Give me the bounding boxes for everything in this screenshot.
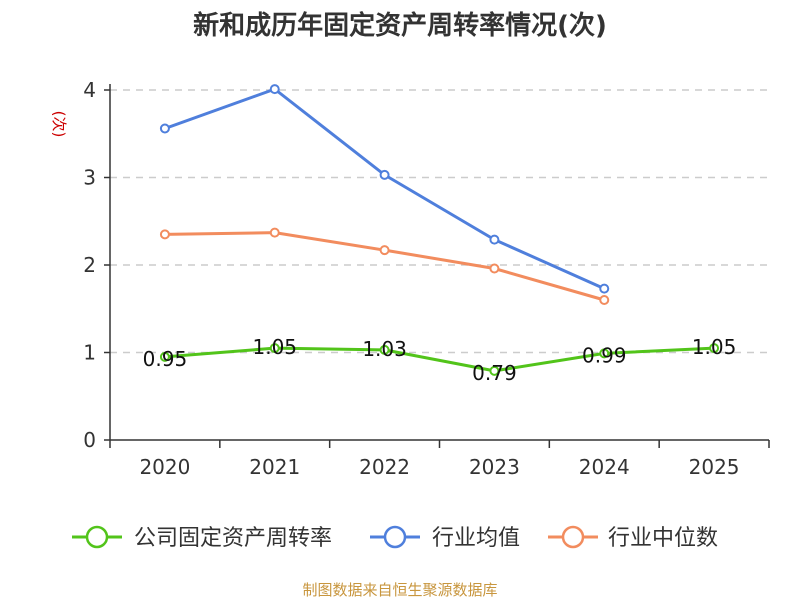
series-1-point-2024	[599, 283, 610, 294]
x-tick-label-2023: 2023	[469, 455, 520, 479]
series-0-point-2025	[709, 343, 720, 354]
data-label-2025: 1.05	[692, 335, 737, 359]
y-axis-label: (次)	[50, 111, 68, 138]
x-tick-label-2025: 2025	[689, 455, 740, 479]
chart-title: 新和成历年固定资产周转率情况(次)	[193, 10, 607, 41]
series-2-point-2022	[379, 245, 390, 256]
series-0-point-2020	[159, 351, 170, 362]
series-0-point-2023	[489, 365, 500, 376]
grid-lines	[110, 89, 769, 354]
y-tick-label-1: 1	[83, 341, 96, 365]
source-note: 制图数据来自恒生聚源数据库	[302, 581, 497, 599]
series-0-point-2021	[269, 343, 280, 354]
series-1-point-2021	[269, 84, 280, 95]
series-0-point-2022	[379, 344, 390, 355]
legend-marker	[561, 525, 585, 549]
series-2-point-2021	[269, 227, 280, 238]
series-line-1	[164, 87, 605, 290]
data-label-2024: 0.99	[582, 343, 627, 367]
legend-item-1[interactable]: 行业均值	[370, 525, 520, 551]
series-0-point-2024	[599, 348, 610, 359]
data-label-2022: 1.03	[362, 337, 407, 361]
y-tick-label-0: 0	[83, 428, 96, 452]
data-label-2020: 0.95	[143, 347, 188, 371]
series-1-point-2023	[489, 234, 500, 245]
series-2-point-2020	[159, 229, 170, 240]
x-tick-label-2021: 2021	[249, 455, 300, 479]
axes: 0 1 2 3 4 2020 2021 2022 2023 2024 2025	[83, 78, 770, 479]
legend-marker	[383, 525, 407, 549]
y-tick-label-4: 4	[83, 78, 96, 102]
y-tick-label-2: 2	[83, 253, 96, 277]
legend-label: 公司固定资产周转率	[134, 526, 332, 551]
x-tick-label-2020: 2020	[139, 455, 190, 479]
legend-item-2[interactable]: 行业中位数	[548, 525, 718, 551]
x-tick-label-2022: 2022	[359, 455, 410, 479]
data-label-2021: 1.05	[252, 335, 297, 359]
legend[interactable]: 公司固定资产周转率 行业均值 行业中位数	[72, 525, 718, 551]
legend-marker	[85, 525, 109, 549]
data-labels: 0.95 1.05 1.03 0.79 0.99 1.05	[143, 335, 737, 385]
series-2-point-2024	[599, 295, 610, 305]
series-line-2	[164, 231, 605, 302]
series-1-point-2020	[159, 123, 170, 134]
legend-label: 行业均值	[432, 526, 520, 551]
x-tick-label-2024: 2024	[579, 455, 630, 479]
y-tick-label-3: 3	[83, 166, 96, 190]
legend-label: 行业中位数	[608, 526, 718, 551]
series-line-0	[164, 346, 715, 373]
legend-item-0[interactable]: 公司固定资产周转率	[72, 525, 332, 551]
series	[159, 84, 720, 376]
series-1-point-2022	[379, 169, 390, 180]
series-2-point-2023	[489, 263, 500, 274]
data-label-2023: 0.79	[472, 361, 517, 385]
